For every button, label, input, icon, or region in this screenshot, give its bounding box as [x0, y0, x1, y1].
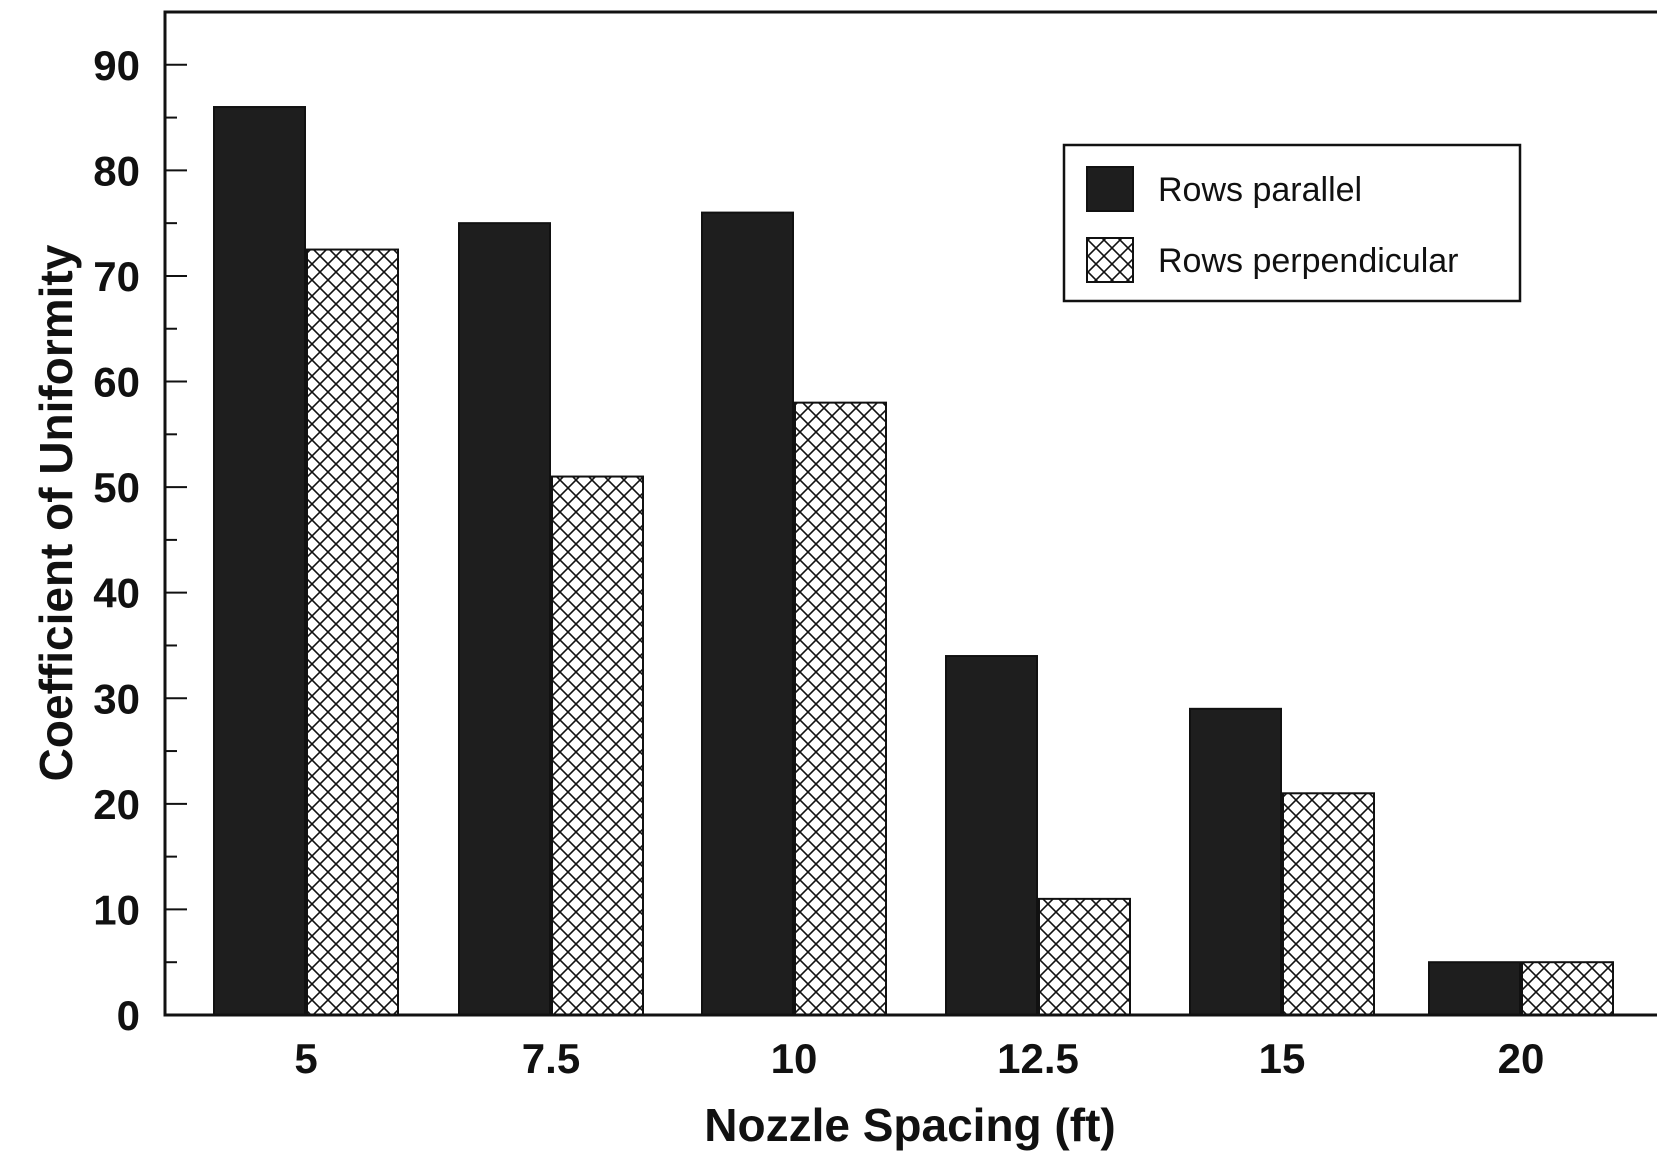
- legend: Rows parallel Rows perpendicular: [1062, 143, 1522, 303]
- x-tick-label: 5: [294, 1035, 317, 1082]
- legend-swatch-rows-perpendicular: [1086, 237, 1134, 283]
- y-tick-label: 10: [93, 886, 140, 933]
- bar-rows-parallel-12-5: [945, 655, 1038, 1016]
- x-tick-label: 12.5: [997, 1035, 1079, 1082]
- x-tick-label: 15: [1259, 1035, 1306, 1082]
- bar-rows-parallel-7-5: [458, 222, 551, 1016]
- bar-rows-perpendicular-7-5: [551, 475, 644, 1016]
- bar-rows-perpendicular-20: [1521, 961, 1614, 1016]
- legend-box: [1062, 143, 1522, 303]
- legend-swatch-rows-parallel: [1086, 166, 1134, 212]
- bars-group: [213, 106, 1614, 1017]
- bar-rows-perpendicular-5: [306, 248, 399, 1017]
- bar-rows-perpendicular-10: [794, 401, 887, 1017]
- bar-rows-parallel-5: [213, 106, 306, 1016]
- y-tick-label: 40: [93, 570, 140, 617]
- y-tick-label: 80: [93, 147, 140, 194]
- bar-rows-perpendicular-12-5: [1038, 897, 1131, 1016]
- y-tick-label: 90: [93, 42, 140, 89]
- y-tick-label: 70: [93, 253, 140, 300]
- legend-label-rows-parallel: Rows parallel: [1158, 171, 1362, 209]
- bar-rows-perpendicular-15: [1282, 792, 1375, 1017]
- x-tick-label: 20: [1498, 1035, 1545, 1082]
- y-axis: 0 10 20 30 40 50 60 70 80 90: [93, 42, 187, 1039]
- x-tick-label: 7.5: [522, 1035, 580, 1082]
- x-tick-label: 10: [771, 1035, 818, 1082]
- y-axis-title: Coefficient of Uniformity: [30, 244, 82, 781]
- bar-rows-parallel-20: [1428, 961, 1521, 1016]
- legend-label-rows-perpendicular: Rows perpendicular: [1158, 242, 1459, 280]
- x-axis-title: Nozzle Spacing (ft): [704, 1099, 1115, 1151]
- bar-rows-parallel-10: [701, 211, 794, 1017]
- bar-rows-parallel-15: [1189, 707, 1282, 1016]
- y-tick-label: 60: [93, 359, 140, 406]
- plot-frame: [163, 10, 1657, 1017]
- y-tick-label: 0: [117, 992, 140, 1039]
- y-tick-label: 20: [93, 781, 140, 828]
- x-axis: 5 7.5 10 12.5 15 20: [294, 1035, 1544, 1082]
- y-tick-label: 50: [93, 464, 140, 511]
- y-tick-label: 30: [93, 675, 140, 722]
